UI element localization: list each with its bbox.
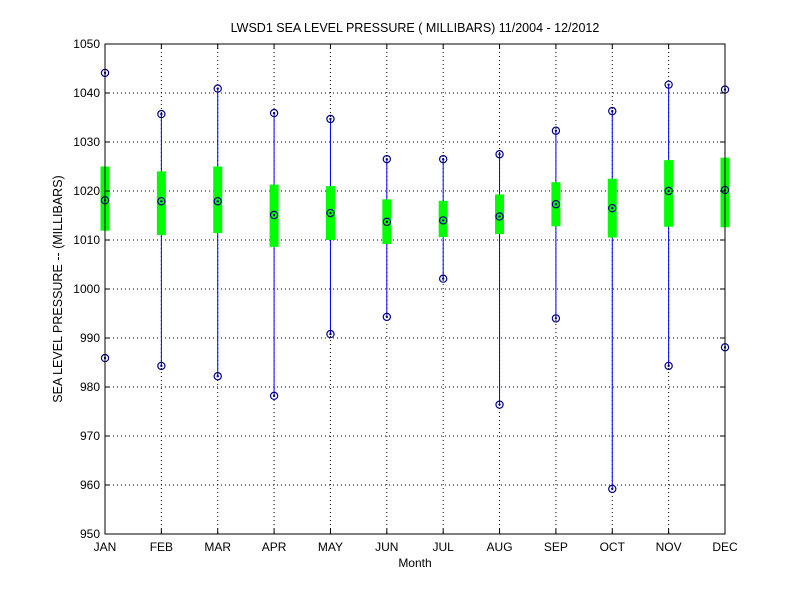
min-marker <box>438 274 448 283</box>
mean-marker-dot <box>160 200 163 203</box>
min-marker <box>326 329 335 339</box>
max-marker <box>326 114 335 124</box>
max-marker <box>213 84 222 93</box>
x-tick-label: OCT <box>600 540 626 554</box>
data-series <box>100 68 730 494</box>
chart-title: LWSD1 SEA LEVEL PRESSURE ( MILLIBARS) 11… <box>230 21 600 35</box>
y-tick-label: 950 <box>80 527 100 541</box>
min-marker <box>551 314 561 323</box>
min-marker <box>608 484 617 494</box>
x-tick-label: JUN <box>375 540 398 554</box>
min-marker-dot <box>329 332 332 336</box>
max-marker <box>438 154 448 164</box>
mean-marker-dot <box>554 203 558 206</box>
axis-ticks <box>104 43 726 535</box>
x-tick-label: AUG <box>487 540 513 554</box>
min-marker-dot <box>498 403 501 406</box>
mean-marker-dot <box>498 215 501 218</box>
min-marker-dot <box>554 317 558 320</box>
tick-labels: JAN FEB MAR APR MAY JUN JUL AUG SEP OCT NOV DEC 950 9… <box>73 37 738 554</box>
y-tick-label: 1040 <box>73 86 100 100</box>
y-tick-label: 990 <box>80 331 100 345</box>
max-marker-dot <box>385 157 389 161</box>
y-tick-label: 1000 <box>73 282 100 296</box>
min-marker-dot <box>272 394 276 398</box>
x-tick-label: FEB <box>150 540 173 554</box>
max-marker-dot <box>272 111 276 115</box>
x-tick-label: APR <box>262 540 287 554</box>
y-tick-label: 1020 <box>73 184 100 198</box>
mean-marker <box>269 210 279 220</box>
x-tick-label: MAY <box>318 540 343 554</box>
min-marker-dot <box>160 364 163 368</box>
min-marker-dot <box>385 315 389 319</box>
min-marker-dot <box>611 487 614 491</box>
x-tick-label: SEP <box>544 540 568 554</box>
y-tick-label: 960 <box>80 478 100 492</box>
x-tick-label: NOV <box>656 540 682 554</box>
x-axis-label: Month <box>398 556 432 570</box>
max-marker <box>495 150 504 159</box>
mean-marker-dot <box>667 189 670 193</box>
max-marker-dot <box>498 153 501 156</box>
min-marker <box>495 400 504 409</box>
min-marker-dot <box>216 375 219 378</box>
y-tick-label: 980 <box>80 380 100 394</box>
max-marker <box>157 109 166 119</box>
mean-marker <box>608 203 617 213</box>
range-box <box>438 200 448 238</box>
range-box <box>495 194 505 235</box>
y-tick-label: 1050 <box>73 37 100 51</box>
x-tick-label: JAN <box>94 540 117 554</box>
mean-marker <box>382 217 392 227</box>
max-marker-dot <box>441 157 445 161</box>
range-box <box>664 160 674 227</box>
mean-marker <box>495 212 504 221</box>
max-marker <box>551 126 561 135</box>
mean-marker-dot <box>441 219 445 222</box>
max-marker-dot <box>160 112 163 116</box>
mean-marker <box>157 197 166 206</box>
mean-marker-dot <box>216 200 219 203</box>
min-marker <box>664 361 673 371</box>
y-tick-label: 970 <box>80 429 100 443</box>
min-marker-dot <box>667 364 670 368</box>
x-tick-label: DEC <box>712 540 738 554</box>
y-tick-label: 1010 <box>73 233 100 247</box>
grid <box>105 44 725 534</box>
max-marker <box>608 106 617 116</box>
mean-marker-dot <box>272 213 276 217</box>
max-marker-dot <box>329 117 332 121</box>
x-tick-label: MAR <box>204 540 231 554</box>
mean-marker <box>326 208 335 218</box>
max-marker <box>664 80 673 89</box>
max-marker-dot <box>216 87 219 90</box>
max-marker <box>382 154 392 164</box>
min-marker <box>382 312 392 322</box>
min-marker <box>213 372 222 381</box>
max-marker-dot <box>611 109 614 113</box>
mean-marker-dot <box>611 206 614 210</box>
max-marker-dot <box>554 129 558 132</box>
mean-marker <box>551 200 561 209</box>
mean-marker <box>213 197 222 206</box>
min-marker <box>157 361 166 371</box>
x-tick-label: JUL <box>433 540 455 554</box>
mean-marker-dot <box>385 220 389 224</box>
range-box <box>213 166 223 234</box>
range-box <box>156 171 166 236</box>
y-tick-label: 1030 <box>73 135 100 149</box>
min-marker <box>269 391 279 401</box>
mean-marker <box>664 186 673 196</box>
max-marker-dot <box>667 83 670 86</box>
mean-marker-dot <box>329 211 332 215</box>
min-marker-dot <box>441 277 445 280</box>
max-marker <box>269 108 279 118</box>
mean-marker <box>438 216 448 225</box>
